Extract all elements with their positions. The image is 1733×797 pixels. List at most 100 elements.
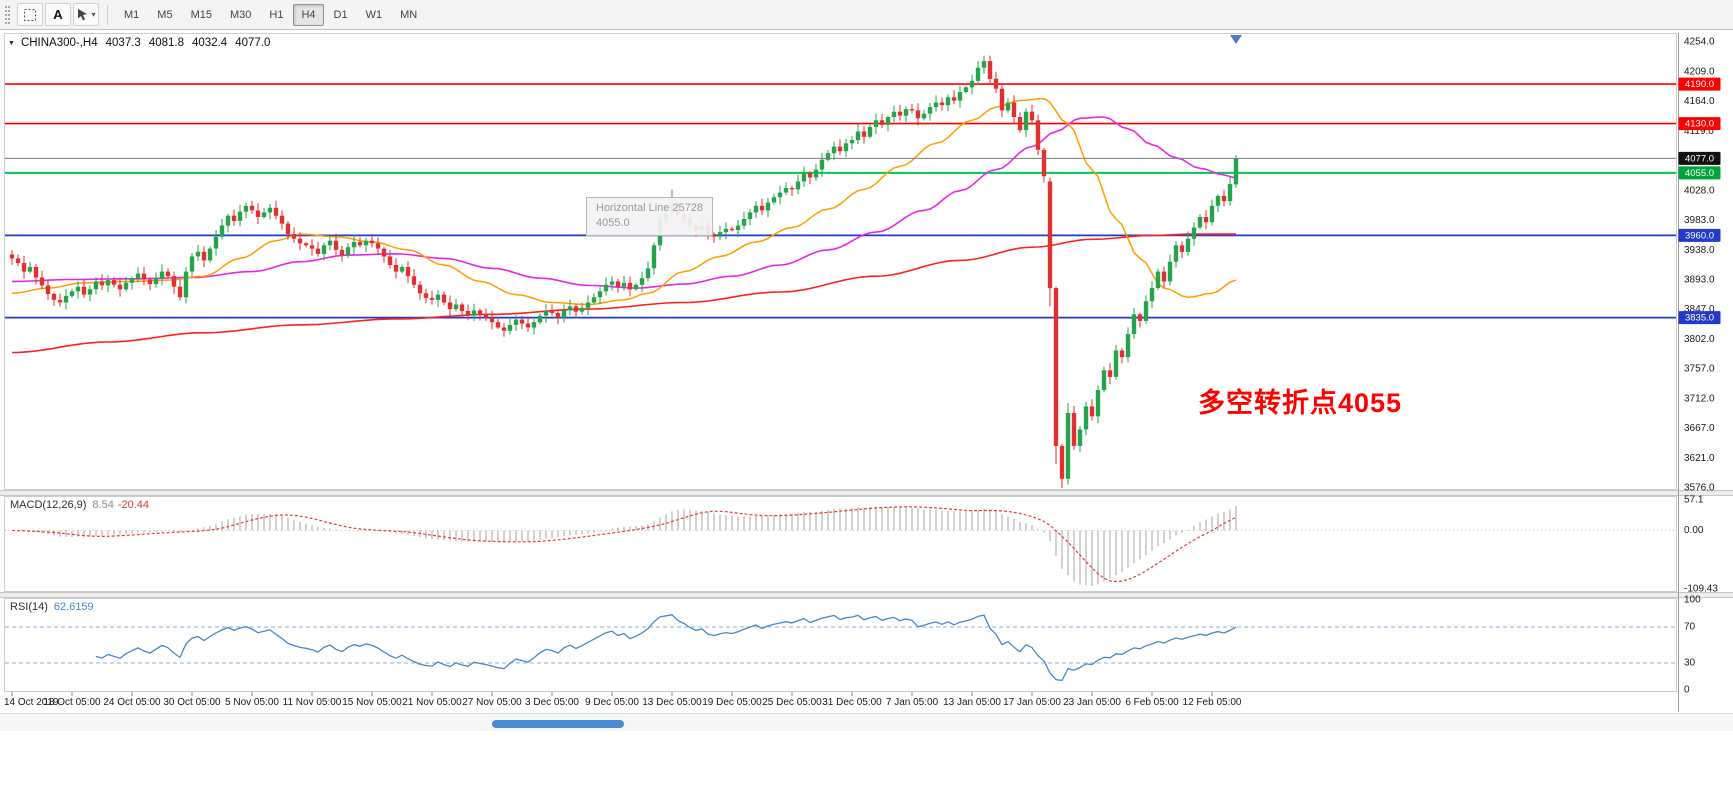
candle-body: [1221, 195, 1227, 202]
ma-orange-line: [11, 97, 1237, 306]
candle-body: [1179, 245, 1185, 252]
candle-body: [471, 310, 477, 316]
candle-body: [405, 267, 411, 277]
candle-body: [945, 97, 951, 106]
candle-body: [1101, 370, 1107, 390]
price-badge-4055.0[interactable]: 4055.0: [1678, 166, 1721, 180]
symbol-dropdown-icon[interactable]: ▼: [8, 39, 15, 47]
timeframe-button-h4[interactable]: H4: [293, 3, 324, 26]
candle-body: [1149, 288, 1155, 302]
candle-body: [1185, 238, 1191, 252]
scrollbar-thumb[interactable]: [492, 720, 624, 728]
candle-body: [825, 153, 831, 160]
candle-body: [423, 293, 429, 298]
price-axis-label: 3847.0: [1684, 304, 1715, 315]
candle-body: [1005, 102, 1011, 111]
rsi-axis-label: 0: [1684, 685, 1690, 696]
candle-body: [171, 276, 177, 287]
price-badge-4077.0[interactable]: 4077.0: [1678, 151, 1721, 165]
toolbar-grip[interactable]: [5, 5, 10, 24]
price-badge-3835.0[interactable]: 3835.0: [1678, 311, 1721, 325]
candle-body: [777, 192, 783, 198]
rsi-axis-label: 70: [1684, 622, 1696, 633]
timeframe-button-h1[interactable]: H1: [261, 4, 291, 26]
timeframe-button-m1[interactable]: M1: [116, 4, 147, 26]
candle-body: [765, 202, 771, 211]
candle-body: [729, 228, 735, 231]
price-axis-label: 3712.0: [1684, 393, 1715, 404]
timeframe-button-w1[interactable]: W1: [358, 4, 391, 26]
candle-body: [933, 102, 939, 108]
candles-series: [9, 55, 1239, 488]
candle-body: [1107, 370, 1113, 377]
candle-body: [813, 169, 819, 178]
price-badge-4190.0[interactable]: 4190.0: [1678, 77, 1721, 91]
candle-body: [1137, 314, 1143, 321]
timeframe-button-m15[interactable]: M15: [183, 4, 220, 26]
time-axis-label: 18 Oct 05:00: [43, 697, 101, 708]
candle-body: [843, 143, 849, 152]
candle-body: [615, 281, 621, 287]
candle-body: [237, 211, 243, 221]
time-axis-label: 23 Jan 05:00: [1063, 697, 1121, 708]
candle-body: [549, 311, 555, 313]
candle-body: [63, 295, 69, 303]
arrows-tool-button[interactable]: ▾: [73, 3, 99, 26]
price-axis-label: 4209.0: [1684, 66, 1715, 77]
candle-body: [1215, 195, 1221, 206]
timeframe-button-m30[interactable]: M30: [222, 4, 259, 26]
arrow-tool-icon: [78, 9, 88, 21]
candle-body: [489, 317, 495, 323]
candle-body: [975, 67, 981, 81]
candle-body: [441, 294, 447, 303]
candle-body: [873, 120, 879, 127]
candle-body: [393, 265, 399, 272]
panel-splitter[interactable]: [0, 592, 1733, 598]
candle-body: [327, 240, 333, 246]
price-badge-4130.0[interactable]: 4130.0: [1678, 117, 1721, 131]
candle-body: [741, 219, 747, 226]
candle-body: [1119, 350, 1125, 358]
horizontal-lines: [5, 83, 1676, 319]
price-axis[interactable]: 4254.04209.04164.04119.04073.04028.03983…: [1684, 37, 1715, 494]
candle-body: [219, 225, 225, 237]
candle-body: [759, 205, 765, 211]
rsi-name: RSI(14): [10, 601, 48, 613]
candle-body: [129, 278, 135, 283]
candle-body: [417, 284, 423, 294]
candle-body: [291, 234, 297, 239]
horizontal-scrollbar[interactable]: [0, 713, 1733, 731]
candle-body: [831, 146, 837, 154]
candle-body: [633, 284, 639, 290]
candle-body: [1023, 111, 1029, 131]
candle-body: [855, 131, 861, 141]
panel-splitter[interactable]: [0, 490, 1733, 496]
selection-tool-button[interactable]: [17, 3, 43, 26]
candle-body: [399, 267, 405, 272]
time-axis-label: 7 Jan 05:00: [886, 697, 939, 708]
candle-body: [909, 109, 915, 111]
candle-body: [231, 215, 237, 221]
annotation-text[interactable]: 多空转折点4055: [1198, 388, 1403, 418]
timeframe-buttons: M1 M5 M15 M30 H1 H4 D1 W1 MN: [115, 3, 426, 26]
price-axis-label: 4164.0: [1684, 96, 1715, 107]
chart-shift-marker[interactable]: [1230, 35, 1242, 44]
price-badge-3960.0[interactable]: 3960.0: [1678, 228, 1721, 242]
text-tool-button[interactable]: A: [45, 3, 71, 26]
timeframe-button-d1[interactable]: D1: [326, 4, 356, 26]
candle-body: [1191, 227, 1197, 239]
candle-body: [1089, 406, 1095, 417]
candle-body: [57, 299, 63, 303]
candle-body: [213, 236, 219, 249]
toolbar: A ▾ M1 M5 M15 M30 H1 H4 D1 W1 MN: [0, 0, 1733, 30]
candle-body: [207, 248, 213, 261]
candle-body: [117, 284, 123, 290]
candle-body: [585, 302, 591, 308]
timeframe-button-mn[interactable]: MN: [392, 4, 425, 26]
candle-body: [537, 315, 543, 323]
timeframe-button-m5[interactable]: M5: [149, 4, 180, 26]
time-axis-label: 19 Dec 05:00: [702, 697, 762, 708]
candle-body: [1077, 429, 1083, 446]
